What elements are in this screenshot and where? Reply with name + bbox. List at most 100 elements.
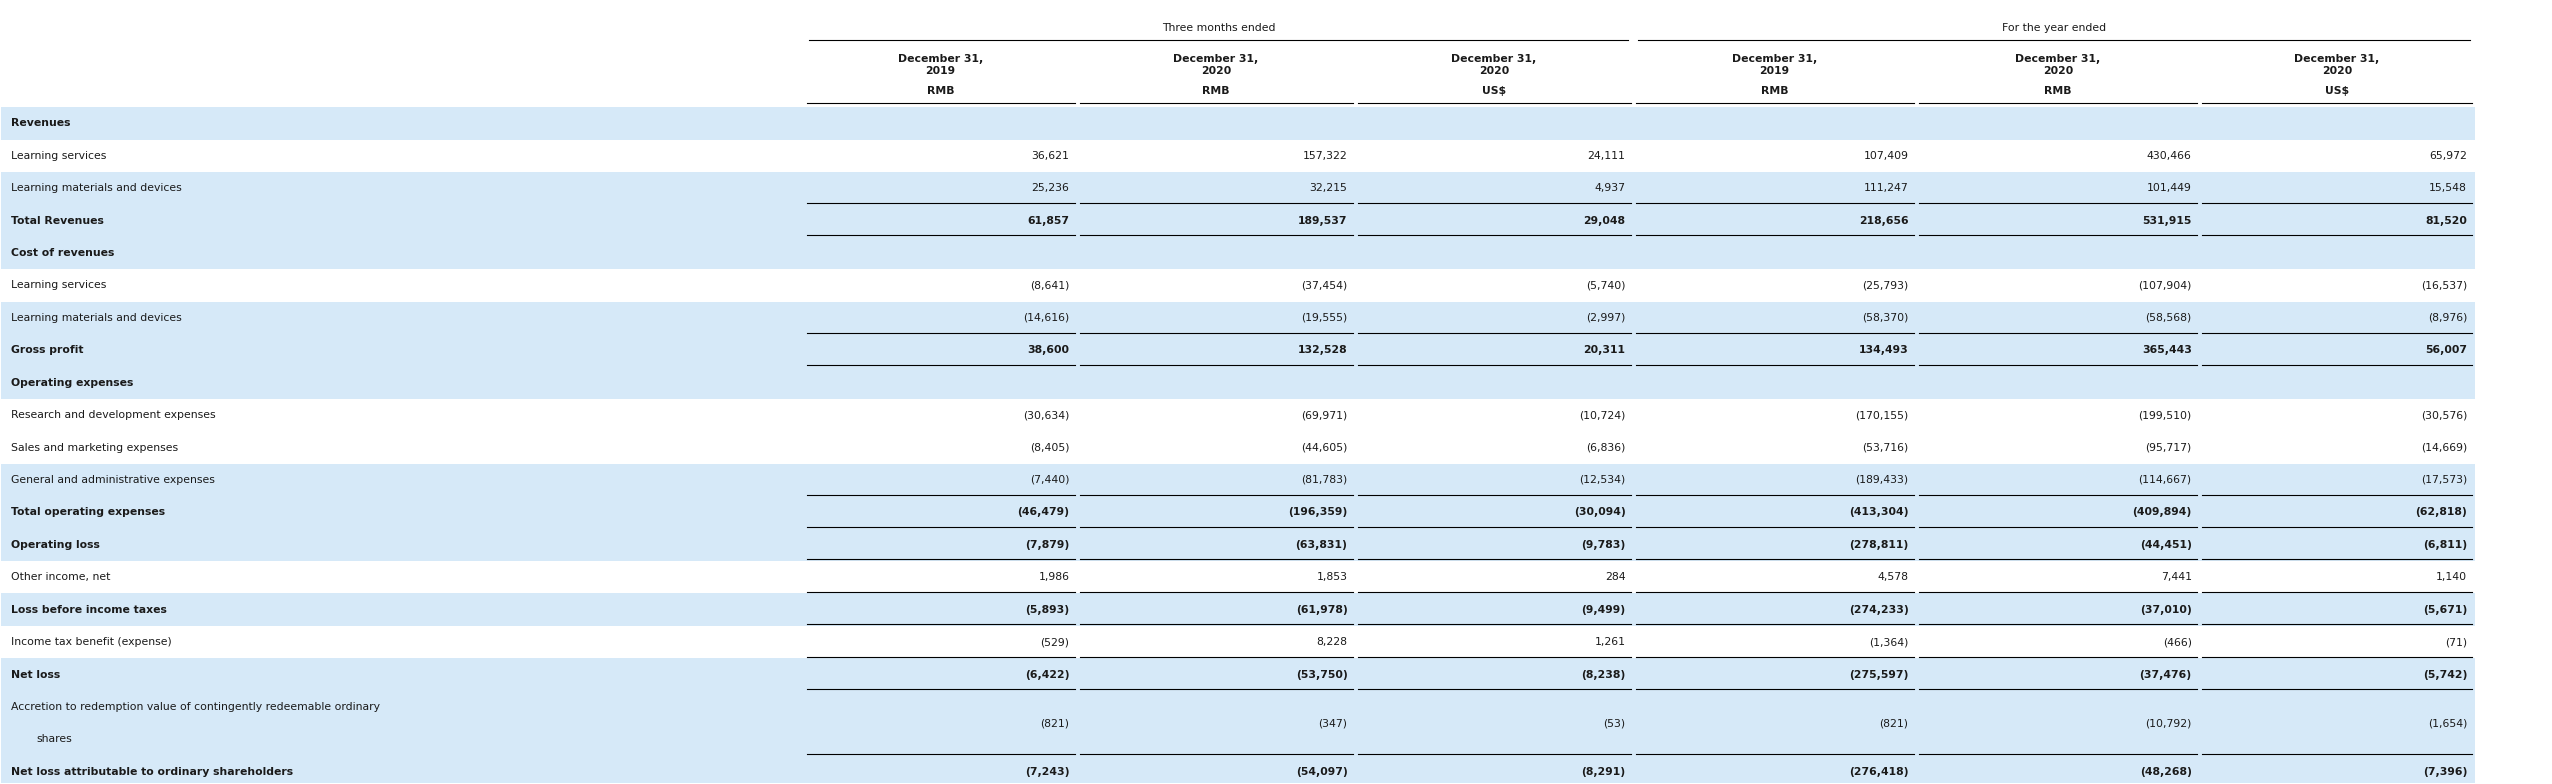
Text: (17,573): (17,573)	[2422, 475, 2468, 485]
Bar	[0, 302, 2475, 334]
Text: (44,451): (44,451)	[2139, 540, 2192, 550]
Text: (12,534): (12,534)	[1580, 475, 1626, 485]
Bar	[0, 399, 2475, 431]
Text: Accretion to redemption value of contingently redeemable ordinary: Accretion to redemption value of conting…	[10, 702, 380, 712]
Bar	[0, 496, 2475, 528]
Text: (6,811): (6,811)	[2422, 540, 2468, 550]
Text: 430,466: 430,466	[2146, 151, 2192, 161]
Bar	[0, 659, 2475, 691]
Text: (196,359): (196,359)	[1289, 507, 1347, 517]
Bar	[0, 593, 2475, 626]
Bar	[0, 561, 2475, 593]
Bar	[0, 366, 2475, 399]
Bar	[0, 528, 2475, 561]
Text: 7,441: 7,441	[2162, 572, 2192, 583]
Text: 111,247: 111,247	[1863, 183, 1909, 193]
Text: (821): (821)	[1041, 718, 1069, 728]
Text: (8,405): (8,405)	[1031, 442, 1069, 452]
Text: Loss before income taxes: Loss before income taxes	[10, 604, 166, 615]
Text: (1,654): (1,654)	[2427, 718, 2468, 728]
Bar	[0, 140, 2475, 172]
Text: RMB: RMB	[2044, 85, 2072, 96]
Text: 1,853: 1,853	[1317, 572, 1347, 583]
Text: (48,268): (48,268)	[2139, 767, 2192, 777]
Text: 15,548: 15,548	[2430, 183, 2468, 193]
Text: (30,634): (30,634)	[1023, 410, 1069, 420]
Text: (189,433): (189,433)	[1855, 475, 1909, 485]
Text: (7,243): (7,243)	[1026, 767, 1069, 777]
Bar	[0, 756, 2475, 784]
Text: 157,322: 157,322	[1302, 151, 1347, 161]
Text: Research and development expenses: Research and development expenses	[10, 410, 214, 420]
Text: RMB: RMB	[1202, 85, 1230, 96]
Text: (16,537): (16,537)	[2422, 281, 2468, 290]
Text: 101,449: 101,449	[2146, 183, 2192, 193]
Text: shares: shares	[36, 735, 71, 744]
Text: (409,894): (409,894)	[2133, 507, 2192, 517]
Bar	[0, 431, 2475, 464]
Text: (14,616): (14,616)	[1023, 313, 1069, 323]
Text: 1,261: 1,261	[1595, 637, 1626, 647]
Text: (529): (529)	[1041, 637, 1069, 647]
Text: (1,364): (1,364)	[1868, 637, 1909, 647]
Bar	[0, 172, 2475, 205]
Text: (9,499): (9,499)	[1582, 604, 1626, 615]
Text: (14,669): (14,669)	[2422, 442, 2468, 452]
Text: December 31,
2019: December 31, 2019	[1733, 54, 1817, 76]
Text: 32,215: 32,215	[1309, 183, 1347, 193]
Bar	[0, 691, 2475, 756]
Text: December 31,
2020: December 31, 2020	[2016, 54, 2100, 76]
Text: Income tax benefit (expense): Income tax benefit (expense)	[10, 637, 171, 647]
Text: Revenues: Revenues	[10, 118, 71, 129]
Text: Total operating expenses: Total operating expenses	[10, 507, 166, 517]
Text: (58,568): (58,568)	[2146, 313, 2192, 323]
Text: (25,793): (25,793)	[1863, 281, 1909, 290]
Text: Operating expenses: Operating expenses	[10, 378, 133, 388]
Text: (7,440): (7,440)	[1031, 475, 1069, 485]
Text: (10,724): (10,724)	[1580, 410, 1626, 420]
Text: Total Revenues: Total Revenues	[10, 216, 105, 226]
Text: 29,048: 29,048	[1582, 216, 1626, 226]
Text: 24,111: 24,111	[1587, 151, 1626, 161]
Text: For the year ended: For the year ended	[2001, 23, 2105, 33]
Text: Other income, net: Other income, net	[10, 572, 110, 583]
Text: Cost of revenues: Cost of revenues	[10, 248, 115, 258]
Text: (7,396): (7,396)	[2422, 767, 2468, 777]
Text: (6,422): (6,422)	[1026, 670, 1069, 680]
Text: (30,576): (30,576)	[2422, 410, 2468, 420]
Text: 365,443: 365,443	[2141, 345, 2192, 355]
Text: 25,236: 25,236	[1031, 183, 1069, 193]
Text: Three months ended: Three months ended	[1161, 23, 1276, 33]
Text: Learning materials and devices: Learning materials and devices	[10, 313, 181, 323]
Text: (114,667): (114,667)	[2139, 475, 2192, 485]
Text: Operating loss: Operating loss	[10, 540, 100, 550]
Text: Net loss: Net loss	[10, 670, 61, 680]
Text: 284: 284	[1605, 572, 1626, 583]
Bar	[0, 464, 2475, 496]
Text: (81,783): (81,783)	[1302, 475, 1347, 485]
Bar	[0, 269, 2475, 302]
Text: US$: US$	[2325, 85, 2350, 96]
Text: (30,094): (30,094)	[1575, 507, 1626, 517]
Text: US$: US$	[1483, 85, 1506, 96]
Text: December 31,
2020: December 31, 2020	[2294, 54, 2378, 76]
Text: (5,671): (5,671)	[2422, 604, 2468, 615]
Text: December 31,
2019: December 31, 2019	[898, 54, 983, 76]
Bar	[0, 334, 2475, 366]
Text: (278,811): (278,811)	[1850, 540, 1909, 550]
Text: (7,879): (7,879)	[1026, 540, 1069, 550]
Text: (62,818): (62,818)	[2414, 507, 2468, 517]
Text: 4,937: 4,937	[1595, 183, 1626, 193]
Text: Learning services: Learning services	[10, 281, 107, 290]
Text: 1,986: 1,986	[1039, 572, 1069, 583]
Text: (37,010): (37,010)	[2141, 604, 2192, 615]
Text: (37,476): (37,476)	[2139, 670, 2192, 680]
Text: 1,140: 1,140	[2437, 572, 2468, 583]
Text: 8,228: 8,228	[1317, 637, 1347, 647]
Text: 134,493: 134,493	[1858, 345, 1909, 355]
Bar	[0, 205, 2475, 237]
Text: December 31,
2020: December 31, 2020	[1452, 54, 1536, 76]
Text: (347): (347)	[1319, 718, 1347, 728]
Text: (275,597): (275,597)	[1850, 670, 1909, 680]
Text: 4,578: 4,578	[1878, 572, 1909, 583]
